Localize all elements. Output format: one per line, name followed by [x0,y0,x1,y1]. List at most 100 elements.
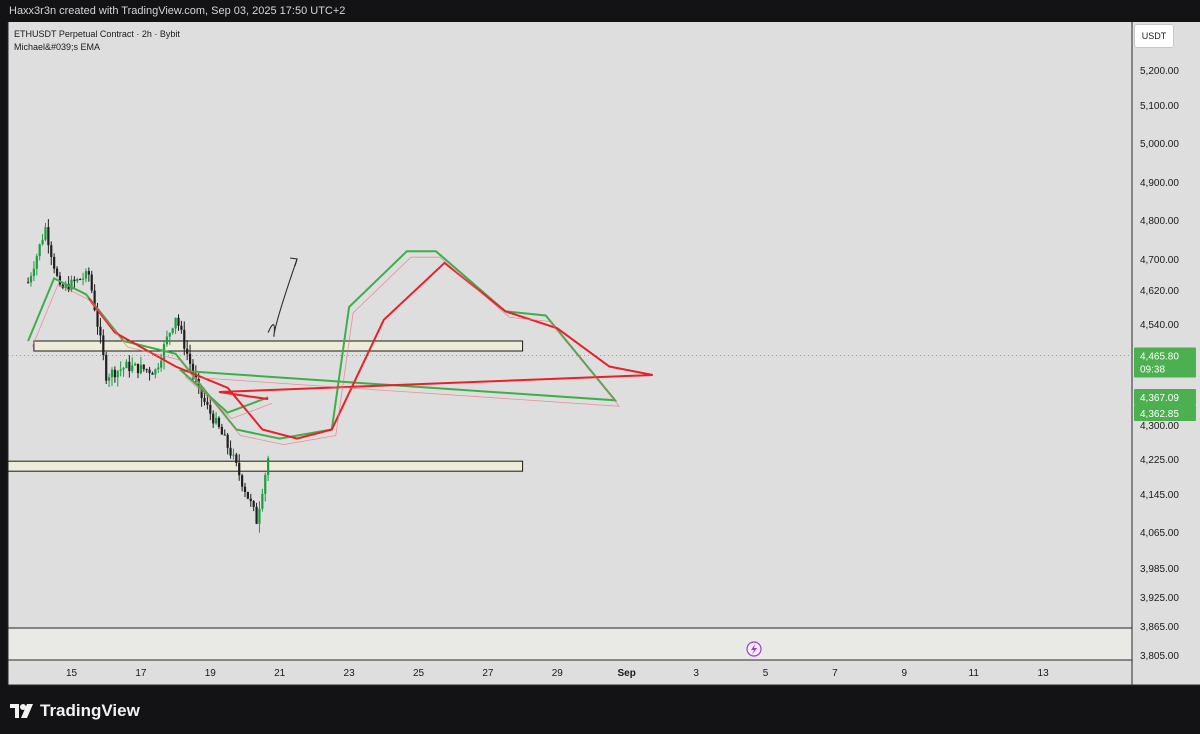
candle [38,243,41,261]
price-tick-label: 5,100.00 [1140,101,1179,112]
candle [136,363,140,379]
candle [229,440,232,459]
time-tick-label: 29 [552,668,564,679]
candle [235,452,238,467]
candle [47,219,50,254]
candle [212,410,215,428]
candle [151,371,154,375]
price-tick-label: 4,225.00 [1140,455,1179,466]
candle [99,318,102,344]
projection-layer [267,257,298,337]
price-tick-label: 5,000.00 [1140,139,1179,150]
price-tick-label: 3,985.00 [1140,564,1179,575]
candle [249,493,252,507]
candle [50,241,53,266]
candle [157,363,160,374]
time-tick-label: 11 [969,668,980,679]
candle [142,364,145,372]
time-tick-label: 15 [66,668,78,679]
candle [226,432,229,455]
indicator-line[interactable]: Michael&#039;s EMA [14,42,101,52]
candle [246,491,249,500]
candle [148,366,151,381]
candle [160,353,163,372]
candle [35,253,38,276]
candle [177,314,180,331]
candle [107,373,111,388]
price-tick-label: 5,200.00 [1140,66,1179,77]
last-price-label[interactable]: 4,465.80 09:38 [1134,347,1196,378]
candle [90,270,93,294]
price-tick-label: 4,065.00 [1140,528,1179,539]
candle [44,222,47,242]
candle [171,327,174,335]
svg-text:4,367.09: 4,367.09 [1140,393,1179,404]
header-bar: Haxx3r3n created with TradingView.com, S… [0,0,1200,22]
svg-text:4,465.80: 4,465.80 [1140,352,1179,363]
time-tick-label: 21 [274,668,286,679]
candle [217,416,221,429]
candle [73,276,76,288]
candle [186,340,189,361]
time-tick-label: 27 [482,668,494,679]
time-tick-label: 7 [832,668,838,679]
candle [122,366,125,377]
candle [131,357,134,374]
projection-arrow[interactable] [267,258,298,337]
candle [209,396,212,421]
candle [113,366,116,383]
candle [223,429,226,436]
ema-layer [8,250,1132,446]
candle [119,361,122,377]
ema-slow-line [88,261,653,440]
time-tick-label: 25 [413,668,425,679]
candle [258,501,261,533]
candle [105,352,108,385]
candle [180,320,183,334]
candle [264,472,267,502]
candle [238,454,241,481]
zone-support[interactable] [7,460,524,472]
candle [27,277,30,284]
time-tick-label: Sep [618,668,636,679]
price-tick-label: 4,145.00 [1140,490,1179,501]
candle [64,280,67,292]
zone-resistance[interactable] [33,340,524,352]
time-tick-label: 5 [763,668,769,679]
candle [102,329,105,361]
price-tick-label: 4,700.00 [1140,255,1179,266]
symbol-line[interactable]: ETHUSDT Perpetual Contract · 2h · Bybit [14,29,180,39]
candle [154,368,157,379]
candle [32,261,36,282]
price-tick-label: 4,540.00 [1140,320,1179,331]
ema-slow-label[interactable]: 4,362.85 [1134,405,1196,421]
candle [165,330,169,347]
candle [87,267,90,282]
zones-layer [7,340,1132,661]
price-tick-label: 3,925.00 [1140,593,1179,604]
price-tick-label: 4,300.00 [1140,421,1179,432]
svg-text:4,362.85: 4,362.85 [1140,409,1179,420]
chart-pane[interactable] [8,22,1132,685]
candle [53,253,56,274]
brand-name: TradingView [40,701,140,720]
currency-unit-button[interactable]: USDT [1134,24,1174,48]
candle [174,317,177,334]
ema-fast-line [27,250,618,440]
candle [243,482,247,498]
time-tick-label: 3 [693,668,699,679]
flash-icon[interactable] [746,641,762,657]
candle [214,411,218,425]
candle [79,278,82,281]
candle [261,488,264,512]
time-tick-label: 13 [1038,668,1050,679]
tradingview-logo[interactable]: TradingView [10,699,140,723]
candle [139,356,142,375]
candles-layer [27,219,270,533]
ema-fast-label[interactable]: 4,367.09 [1134,389,1196,405]
candle [134,362,137,366]
price-tick-label: 4,900.00 [1140,178,1179,189]
credit-text: Haxx3r3n created with TradingView.com, S… [9,5,346,17]
